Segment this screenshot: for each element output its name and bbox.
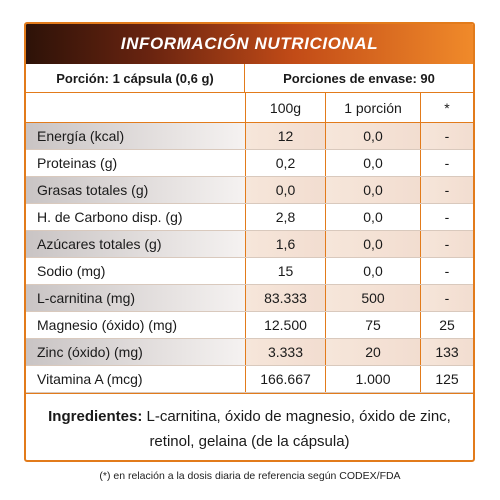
servings-per-container: Porciones de envase: 90	[283, 70, 435, 86]
value-daily: -	[420, 231, 473, 257]
nutrition-facts-panel: INFORMACIÓN NUTRICIONAL Porción: 1 cápsu…	[24, 22, 475, 462]
table-row: Sodio (mg) 15 0,0 -	[26, 258, 473, 285]
value-daily: -	[420, 150, 473, 176]
nutrient-name: L-carnitina (mg)	[26, 285, 245, 311]
value-per-portion: 20	[325, 339, 420, 365]
value-per-portion: 1.000	[325, 366, 420, 392]
ingredients-label: Ingredientes:	[48, 408, 143, 425]
table-row: Azúcares totales (g) 1,6 0,0 -	[26, 231, 473, 258]
nutrient-name: Vitamina A (mcg)	[37, 371, 143, 387]
nutrient-name: Energía (kcal)	[26, 123, 245, 149]
header-per-portion: 1 porción	[325, 93, 420, 122]
value-per-portion: 0,0	[325, 150, 420, 176]
value-daily: -	[420, 204, 473, 230]
nutrient-name: Proteinas (g)	[37, 155, 118, 171]
value-daily: 125	[420, 366, 473, 392]
value-per-100g: 0,0	[245, 177, 325, 203]
value-per-100g: 83.333	[245, 285, 325, 311]
serving-info: Porción: 1 cápsula (0,6 g) Porciones de …	[26, 64, 473, 93]
nutrient-name: Azúcares totales (g)	[26, 231, 245, 257]
nutrient-name: Magnesio (óxido) (mg)	[37, 317, 178, 333]
value-per-100g: 12	[245, 123, 325, 149]
nutrient-name: H. de Carbono disp. (g)	[37, 209, 183, 225]
nutrient-name: Zinc (óxido) (mg)	[26, 339, 245, 365]
value-daily: -	[420, 123, 473, 149]
table-row: Vitamina A (mcg) 166.667 1.000 125	[26, 366, 473, 393]
table-header-row: 100g 1 porción *	[26, 93, 473, 123]
header-per-100g: 100g	[245, 93, 325, 122]
value-per-100g: 2,8	[245, 204, 325, 230]
value-per-portion: 500	[325, 285, 420, 311]
table-row: H. de Carbono disp. (g) 2,8 0,0 -	[26, 204, 473, 231]
table-row: Magnesio (óxido) (mg) 12.500 75 25	[26, 312, 473, 339]
nutrient-name: Grasas totales (g)	[26, 177, 245, 203]
value-per-100g: 0,2	[245, 150, 325, 176]
value-daily: -	[420, 285, 473, 311]
value-per-100g: 3.333	[245, 339, 325, 365]
table-row: Proteinas (g) 0,2 0,0 -	[26, 150, 473, 177]
table-row: L-carnitina (mg) 83.333 500 -	[26, 285, 473, 312]
panel-title: INFORMACIÓN NUTRICIONAL	[26, 24, 473, 64]
value-per-portion: 0,0	[325, 258, 420, 284]
table-row: Grasas totales (g) 0,0 0,0 -	[26, 177, 473, 204]
header-blank	[26, 93, 245, 122]
ingredients-list: L-carnitina, óxido de magnesio, óxido de…	[142, 408, 451, 450]
value-per-portion: 0,0	[325, 231, 420, 257]
table-row: Energía (kcal) 12 0,0 -	[26, 123, 473, 150]
ingredients-text: Ingredientes: L-carnitina, óxido de magn…	[36, 404, 463, 454]
header-daily-value: *	[420, 93, 473, 122]
value-per-portion: 75	[325, 312, 420, 338]
value-per-100g: 166.667	[245, 366, 325, 392]
value-per-portion: 0,0	[325, 177, 420, 203]
value-per-100g: 15	[245, 258, 325, 284]
value-daily: -	[420, 177, 473, 203]
value-per-100g: 12.500	[245, 312, 325, 338]
value-per-100g: 1,6	[245, 231, 325, 257]
value-per-portion: 0,0	[325, 204, 420, 230]
value-daily: 133	[420, 339, 473, 365]
ingredients-block: Ingredientes: L-carnitina, óxido de magn…	[26, 393, 473, 460]
value-daily: -	[420, 258, 473, 284]
footnote: (*) en relación a la dosis diaria de ref…	[99, 470, 401, 482]
value-daily: 25	[420, 312, 473, 338]
table-row: Zinc (óxido) (mg) 3.333 20 133	[26, 339, 473, 366]
portion-size: Porción: 1 cápsula (0,6 g)	[26, 64, 245, 92]
nutrient-name: Sodio (mg)	[37, 263, 106, 279]
value-per-portion: 0,0	[325, 123, 420, 149]
